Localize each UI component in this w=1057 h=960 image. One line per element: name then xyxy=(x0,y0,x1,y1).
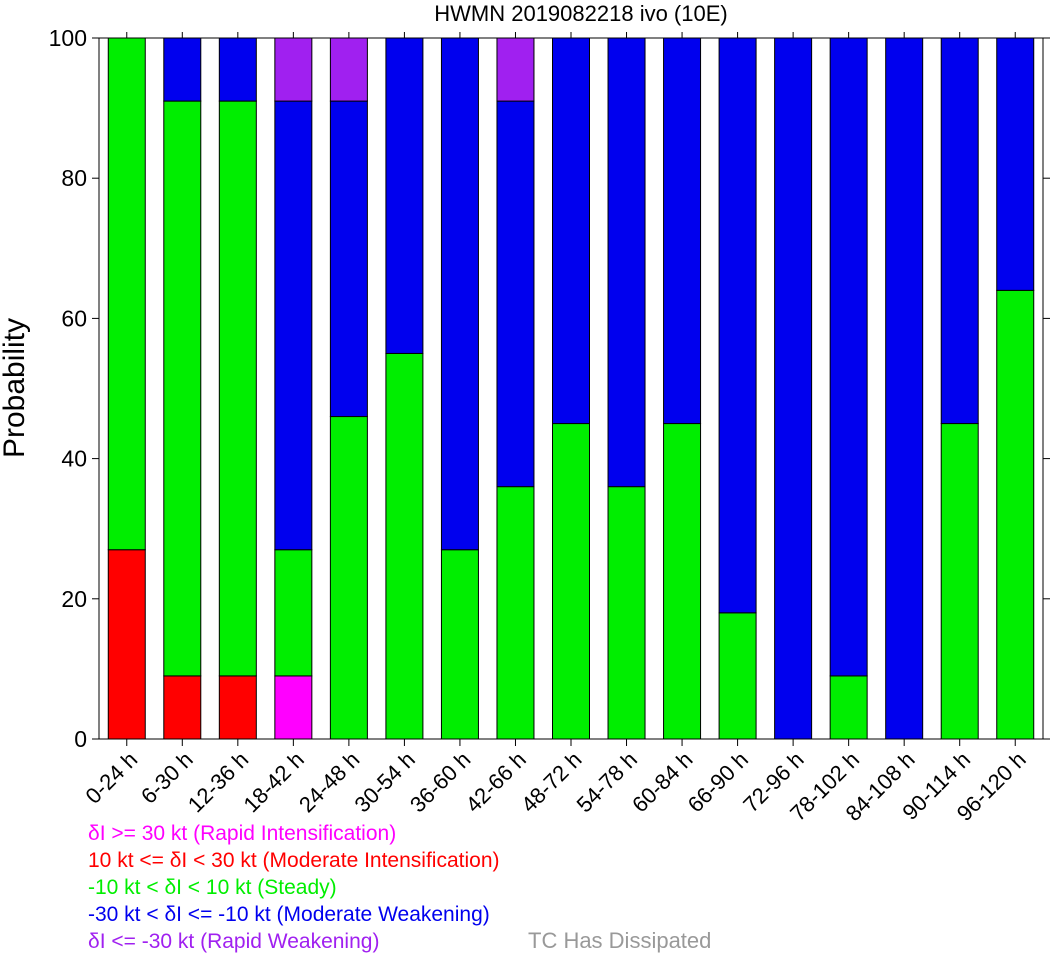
bar-st-6 xyxy=(440,549,479,740)
bar-st-1 xyxy=(163,100,202,677)
bar-mw-15 xyxy=(940,37,979,425)
y-axis-label: Probability xyxy=(0,318,31,458)
x-tick-label-5: 30-54 h xyxy=(350,747,420,817)
bar-rw-3 xyxy=(274,37,313,102)
bar-ri-3 xyxy=(274,675,313,740)
bar-mw-7 xyxy=(496,100,535,488)
bar-mw-11 xyxy=(718,37,757,614)
x-tick-labels: 0-24 h6-30 h12-36 h18-42 h24-48 h30-54 h… xyxy=(81,747,1031,826)
y-tick-label-3: 60 xyxy=(61,305,87,331)
chart-title: HWMN 2019082218 ivo (10E) xyxy=(434,1,727,26)
bar-st-13 xyxy=(829,675,868,740)
x-tick-label-6: 36-60 h xyxy=(405,747,475,817)
bar-mi-2 xyxy=(218,675,257,740)
bar-mw-1 xyxy=(163,37,202,102)
bar-st-16 xyxy=(996,289,1035,740)
x-tick-label-0: 0-24 h xyxy=(81,747,143,809)
x-tick-label-9: 54-78 h xyxy=(572,747,642,817)
y-tick-label-2: 40 xyxy=(61,446,87,472)
bar-st-11 xyxy=(718,612,757,740)
legend-rapid-weakening: δI <= -30 kt (Rapid Weakening) xyxy=(88,930,380,953)
y-tick-label-4: 80 xyxy=(61,165,87,191)
legend-tc-dissipated: TC Has Dissipated xyxy=(528,928,712,953)
bar-st-8 xyxy=(552,423,590,740)
bar-mw-5 xyxy=(385,37,424,354)
x-tick-label-7: 42-66 h xyxy=(461,747,531,817)
bar-st-0 xyxy=(107,37,146,551)
bar-mw-8 xyxy=(552,37,590,425)
bar-mw-2 xyxy=(218,37,257,102)
bar-st-3 xyxy=(274,549,313,677)
legend-rapid-intensification: δI >= 30 kt (Rapid Intensification) xyxy=(88,822,397,845)
bar-mw-6 xyxy=(440,37,479,551)
bars-group xyxy=(107,37,1035,740)
bar-st-2 xyxy=(218,100,257,677)
y-tick-labels: 0 20 40 60 80 100 xyxy=(49,25,87,752)
bar-rw-4 xyxy=(329,37,368,102)
bar-mw-13 xyxy=(829,37,868,677)
bar-st-5 xyxy=(385,352,424,740)
bar-mw-4 xyxy=(329,100,368,418)
bar-st-10 xyxy=(663,423,702,740)
bar-st-7 xyxy=(496,486,535,740)
legend: δI >= 30 kt (Rapid Intensification) 10 k… xyxy=(88,820,500,955)
y-tick-label-1: 20 xyxy=(61,586,87,612)
x-tick-label-2: 12-36 h xyxy=(183,747,253,817)
bar-st-15 xyxy=(940,423,979,740)
bar-mi-0 xyxy=(107,549,146,740)
legend-moderate-intensification: 10 kt <= δI < 30 kt (Moderate Intensific… xyxy=(88,849,500,872)
x-tick-label-3: 18-42 h xyxy=(238,747,308,817)
bar-rw-7 xyxy=(496,37,535,102)
bar-mw-10 xyxy=(663,37,702,425)
bar-mw-12 xyxy=(774,37,813,740)
x-tick-label-11: 66-90 h xyxy=(683,747,753,817)
bar-st-4 xyxy=(329,416,368,740)
x-tick-label-8: 48-72 h xyxy=(516,747,586,817)
bar-st-9 xyxy=(607,486,646,740)
y-tick-label-5: 100 xyxy=(49,25,87,51)
bar-mw-14 xyxy=(885,37,924,740)
bar-mw-16 xyxy=(996,37,1035,291)
y-tick-label-0: 0 xyxy=(74,726,87,752)
bar-mi-1 xyxy=(163,675,202,740)
x-tick-label-4: 24-48 h xyxy=(294,747,364,817)
legend-steady: -10 kt < δI < 10 kt (Steady) xyxy=(88,876,337,899)
bar-mw-9 xyxy=(607,37,646,488)
legend-moderate-weakening: -30 kt < δI <= -10 kt (Moderate Weakenin… xyxy=(88,903,490,926)
axes-group xyxy=(92,32,1050,746)
bar-mw-3 xyxy=(274,100,313,551)
x-tick-label-10: 60-84 h xyxy=(627,747,697,817)
